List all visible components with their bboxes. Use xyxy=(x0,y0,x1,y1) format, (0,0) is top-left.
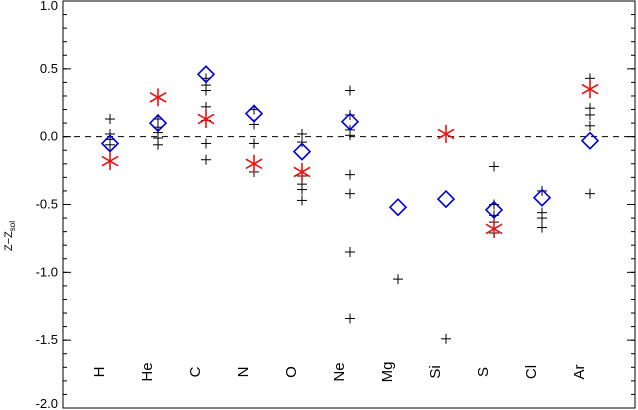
asterisk-point xyxy=(581,80,599,99)
asterisk-diag2 xyxy=(101,155,119,167)
plus-point xyxy=(297,195,307,206)
category-label-n: N xyxy=(235,367,252,378)
plus-point xyxy=(489,161,499,172)
plus-point xyxy=(585,120,595,131)
plus-point xyxy=(201,154,211,165)
y-tick-label: 0.0 xyxy=(40,129,58,144)
plus-point xyxy=(345,246,355,257)
diamond-point xyxy=(388,198,408,217)
y-axis: 1.0 0.5 0.0 -0.5 -1.0 -1.5 -2.0 xyxy=(36,0,635,410)
asterisk-point xyxy=(245,154,263,173)
plus-point xyxy=(393,274,403,285)
category-label-si: Si xyxy=(427,365,444,378)
plus-point xyxy=(153,139,163,150)
x-axis: H He C N O Ne Mg Si S Cl Ar xyxy=(91,362,588,383)
y-tick-label: 0.5 xyxy=(40,61,58,76)
diamond-point xyxy=(244,104,264,123)
y-tick-label: 1.0 xyxy=(40,0,58,13)
asterisk-point xyxy=(293,162,311,181)
plot-border xyxy=(62,0,636,409)
asterisk-diag2 xyxy=(197,113,215,125)
plus-point xyxy=(585,109,595,120)
category-label-s: S xyxy=(475,367,492,377)
y-axis-label-main: Z−Z xyxy=(3,231,15,251)
plus-point xyxy=(297,184,307,195)
category-label-ne: Ne xyxy=(331,362,348,381)
diamond-point xyxy=(580,131,600,150)
data-marks xyxy=(100,65,600,344)
diamond-point xyxy=(292,142,312,161)
plus-point xyxy=(537,213,547,224)
diamond-point xyxy=(100,134,120,153)
plus-point xyxy=(345,130,355,141)
plus-point xyxy=(105,114,115,125)
plus-point xyxy=(537,222,547,233)
asterisk-point xyxy=(101,152,119,171)
y-axis-label-subscript: sol xyxy=(8,221,17,231)
plus-point xyxy=(345,313,355,324)
plus-point xyxy=(537,185,547,196)
asterisk-diag2 xyxy=(293,166,311,178)
asterisk-diag2 xyxy=(581,83,599,95)
diamond-point xyxy=(340,112,360,131)
y-tick-label: -0.5 xyxy=(36,197,58,212)
asterisk-diag2 xyxy=(245,158,263,170)
asterisk-point xyxy=(437,124,455,143)
category-label-o: O xyxy=(283,366,300,378)
plus-point xyxy=(345,169,355,180)
plus-point xyxy=(297,137,307,148)
asterisk-diag2 xyxy=(149,91,167,103)
category-label-cl: Cl xyxy=(523,365,540,379)
asterisk-diag2 xyxy=(437,128,455,140)
category-label-ar: Ar xyxy=(571,364,588,379)
plus-point xyxy=(345,188,355,199)
y-tick-label: -1.5 xyxy=(36,332,58,347)
asterisk-diag2 xyxy=(485,223,503,235)
plus-point xyxy=(201,138,211,149)
diamond-point xyxy=(148,113,168,133)
asterisk-point xyxy=(485,219,503,238)
diamond-point xyxy=(196,65,216,84)
y-tick-label: -1.0 xyxy=(36,264,58,279)
plus-point xyxy=(345,85,355,96)
asterisk-point xyxy=(197,110,215,129)
y-axis-label: Z−Zsol xyxy=(3,221,17,251)
plus-point xyxy=(105,139,115,150)
diamond-point xyxy=(484,200,504,220)
category-label-mg: Mg xyxy=(379,362,396,383)
asterisk-point xyxy=(149,88,167,107)
category-label-c: C xyxy=(187,366,204,377)
diamond-point xyxy=(436,189,456,209)
plus-point xyxy=(201,85,211,96)
plus-point xyxy=(345,109,355,120)
plus-point xyxy=(249,138,259,149)
plot-frame xyxy=(62,0,636,409)
plus-point xyxy=(585,188,595,199)
plus-point xyxy=(441,333,451,344)
diamond-point xyxy=(532,188,552,207)
category-label-he: He xyxy=(139,362,156,381)
category-label-h: H xyxy=(91,367,108,378)
y-tick-label: -2.0 xyxy=(36,396,58,410)
